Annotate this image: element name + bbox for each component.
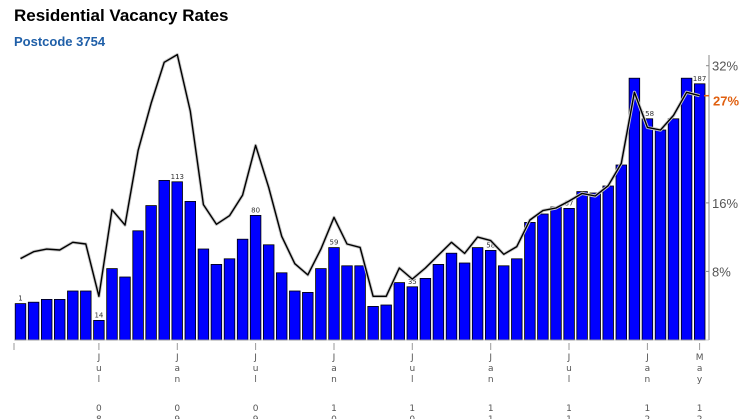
- x-tick-label: Jan 12: [645, 353, 651, 419]
- right-axis-tick-label: 32%: [712, 59, 738, 74]
- bar: [132, 230, 144, 341]
- x-tick-label: Jul 09: [253, 353, 259, 419]
- bar: [210, 263, 223, 341]
- bar: [197, 248, 210, 341]
- bar: [432, 263, 445, 341]
- bar: [524, 221, 536, 341]
- bar-data-label: 58: [486, 241, 495, 249]
- x-tick-label: May 12: [696, 353, 704, 419]
- bar: [667, 118, 680, 341]
- bar: [367, 305, 379, 341]
- bar: [550, 206, 562, 341]
- bar: [589, 192, 601, 341]
- bar: [380, 304, 392, 341]
- bar: [106, 268, 118, 341]
- bar: [419, 277, 432, 341]
- bar: [223, 258, 236, 341]
- bar: [315, 268, 327, 341]
- bar: [41, 298, 53, 341]
- bar-data-label: 35: [408, 278, 417, 286]
- bar: [563, 207, 575, 341]
- bar: [262, 244, 275, 341]
- bar: [615, 164, 628, 341]
- bar: [27, 301, 40, 341]
- chart-title: Residential Vacancy Rates: [14, 6, 229, 25]
- series-line: [20, 53, 700, 297]
- bar: [458, 262, 471, 341]
- bar: [328, 247, 340, 341]
- bar: [406, 286, 419, 341]
- bar-data-label: 14: [94, 311, 103, 319]
- bar: [654, 129, 667, 341]
- bar: [67, 290, 79, 341]
- bar: [341, 265, 353, 341]
- bar: [119, 276, 131, 341]
- bar: [184, 200, 197, 341]
- bar: [680, 77, 693, 341]
- bar: [537, 213, 549, 341]
- bar: [602, 185, 614, 341]
- bar: [158, 179, 170, 341]
- bar: [302, 291, 314, 341]
- bar: [249, 214, 262, 341]
- x-tick-label: Jan 09: [174, 353, 180, 419]
- bar: [576, 191, 588, 341]
- bar: [275, 272, 288, 341]
- bar: [641, 118, 654, 341]
- bar-data-label: 158: [641, 110, 654, 118]
- bar: [484, 249, 497, 341]
- right-axis-tick-label: 8%: [712, 264, 731, 279]
- x-tick-label: Jan 11: [488, 353, 494, 419]
- x-tick-label: Jul 08: [96, 353, 102, 419]
- bar: [289, 290, 301, 341]
- bar: [54, 298, 66, 341]
- bar-data-label: 1: [18, 295, 22, 303]
- bar: [511, 258, 523, 341]
- right-axis-tick-label: 16%: [712, 196, 738, 211]
- bar: [80, 290, 92, 341]
- bar: [236, 238, 249, 341]
- bar: [171, 181, 183, 341]
- x-tick-label: Jul 10: [409, 353, 415, 419]
- bar: [497, 265, 510, 341]
- bar: [694, 83, 706, 341]
- x-tick-label: Jul 11: [566, 353, 572, 419]
- bar: [93, 319, 105, 341]
- bar: [471, 247, 484, 341]
- x-tick-label: Jan 10: [331, 353, 337, 419]
- bar-data-label: 113: [171, 173, 184, 181]
- bar-data-label: 87: [565, 199, 574, 207]
- bar-data-label: 187: [693, 75, 706, 83]
- bar: [145, 205, 157, 341]
- bar: [393, 282, 406, 341]
- bar: [354, 265, 366, 341]
- bar-data-label: 59: [330, 239, 339, 247]
- chart-subtitle: Postcode 3754: [14, 34, 106, 49]
- bar: [14, 303, 27, 341]
- bar-data-label: 80: [251, 206, 260, 214]
- current-value-label: 27%: [713, 94, 739, 109]
- bar: [445, 252, 458, 341]
